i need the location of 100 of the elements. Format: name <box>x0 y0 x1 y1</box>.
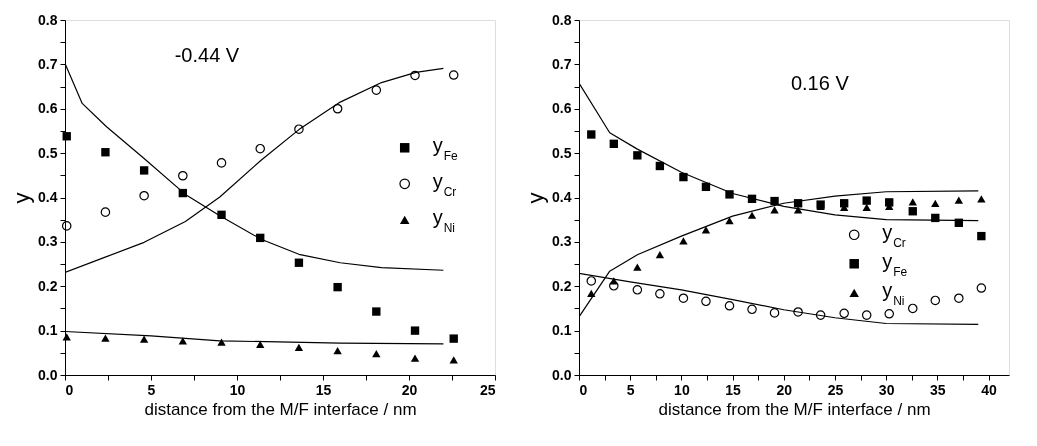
point <box>977 231 986 241</box>
x-tick-label: 10 <box>674 381 690 398</box>
point <box>976 283 987 293</box>
point <box>679 237 688 245</box>
y-tick-label: 0.6 <box>552 100 572 117</box>
x-tick-label: 15 <box>725 381 742 398</box>
y-tick-label: 0.7 <box>552 55 572 72</box>
point <box>769 308 780 318</box>
y-tick-label: 0.3 <box>552 233 572 250</box>
y-tick-label: 0.8 <box>38 11 58 28</box>
point <box>930 295 941 306</box>
point <box>371 85 382 95</box>
x-tick-label: 35 <box>930 381 946 398</box>
point <box>770 206 779 214</box>
point <box>410 70 420 81</box>
point <box>256 340 265 348</box>
x-tick-label: 25 <box>479 381 496 398</box>
point <box>954 196 964 204</box>
x-tick-label: 10 <box>229 381 246 398</box>
x-tick-label: 30 <box>878 381 895 398</box>
point <box>294 258 304 267</box>
point <box>931 199 940 207</box>
point <box>216 158 227 168</box>
point <box>861 310 872 320</box>
y-tick-label: 0.5 <box>552 144 572 161</box>
x-tick-label: 0 <box>579 381 588 398</box>
y-tick-label: 0.2 <box>38 277 58 294</box>
point <box>178 170 188 181</box>
point <box>217 338 226 346</box>
point <box>793 307 803 317</box>
point <box>587 289 596 297</box>
point <box>839 308 849 319</box>
y-tick-label: 0.4 <box>38 189 58 205</box>
y-tick-label: 0.7 <box>38 55 58 72</box>
point <box>815 310 826 320</box>
point <box>747 304 757 315</box>
x-tick-label: 15 <box>315 381 332 398</box>
x-tick-label: 0 <box>65 381 74 398</box>
point <box>725 190 734 199</box>
annotation: -0.44 V <box>174 43 240 66</box>
x-axis-title: distance from the M/F interface / nm <box>658 399 931 419</box>
point <box>724 301 735 311</box>
y-tick-label: 0.6 <box>38 100 58 117</box>
point <box>61 221 72 231</box>
point <box>372 307 381 316</box>
y-tick-label: 0.8 <box>552 11 572 28</box>
point <box>294 124 304 134</box>
y-tick-label: 0.5 <box>38 144 58 161</box>
point <box>633 263 642 271</box>
point <box>609 139 618 148</box>
point <box>679 172 688 182</box>
point <box>449 356 458 364</box>
point <box>655 289 665 299</box>
y-axis-title: y <box>9 192 35 204</box>
y-tick-label: 0.1 <box>38 322 58 339</box>
point <box>410 354 420 362</box>
point <box>139 166 149 175</box>
x-tick-label: 5 <box>147 381 156 398</box>
point <box>633 151 642 160</box>
point <box>977 195 986 203</box>
point <box>862 203 871 211</box>
point <box>678 293 689 304</box>
y-tick-label: 0.0 <box>38 366 58 383</box>
point <box>62 132 71 141</box>
y-tick-label: 0.4 <box>552 189 572 205</box>
point <box>747 211 757 219</box>
point <box>609 277 618 285</box>
point <box>448 70 459 80</box>
point <box>449 334 458 343</box>
point <box>793 206 803 214</box>
point <box>101 334 110 342</box>
annotation: 0.16 V <box>790 71 850 94</box>
point <box>701 296 711 307</box>
x-tick-label: 40 <box>981 381 998 398</box>
point <box>655 251 665 259</box>
point <box>100 207 111 217</box>
y-tick-label: 0.1 <box>552 322 572 339</box>
point <box>632 285 643 295</box>
point <box>255 143 265 154</box>
point <box>609 281 619 291</box>
point <box>332 103 343 114</box>
point <box>101 148 110 157</box>
y-tick-label: 0.3 <box>38 233 58 250</box>
point <box>701 226 711 234</box>
point <box>294 343 304 352</box>
point <box>908 207 917 216</box>
y-tick-label: 0.0 <box>552 366 572 383</box>
point <box>587 130 596 139</box>
point <box>586 276 597 286</box>
y-tick-label: 0.2 <box>552 277 572 294</box>
point <box>333 346 342 355</box>
x-tick-label: 5 <box>626 381 635 398</box>
point <box>410 326 420 335</box>
y-axis-title: y <box>523 192 549 204</box>
point <box>333 282 342 292</box>
x-tick-label: 25 <box>827 381 844 398</box>
x-axis-title: distance from the M/F interface / nm <box>144 399 417 419</box>
point <box>907 303 918 314</box>
point <box>139 190 149 201</box>
point <box>139 335 149 343</box>
